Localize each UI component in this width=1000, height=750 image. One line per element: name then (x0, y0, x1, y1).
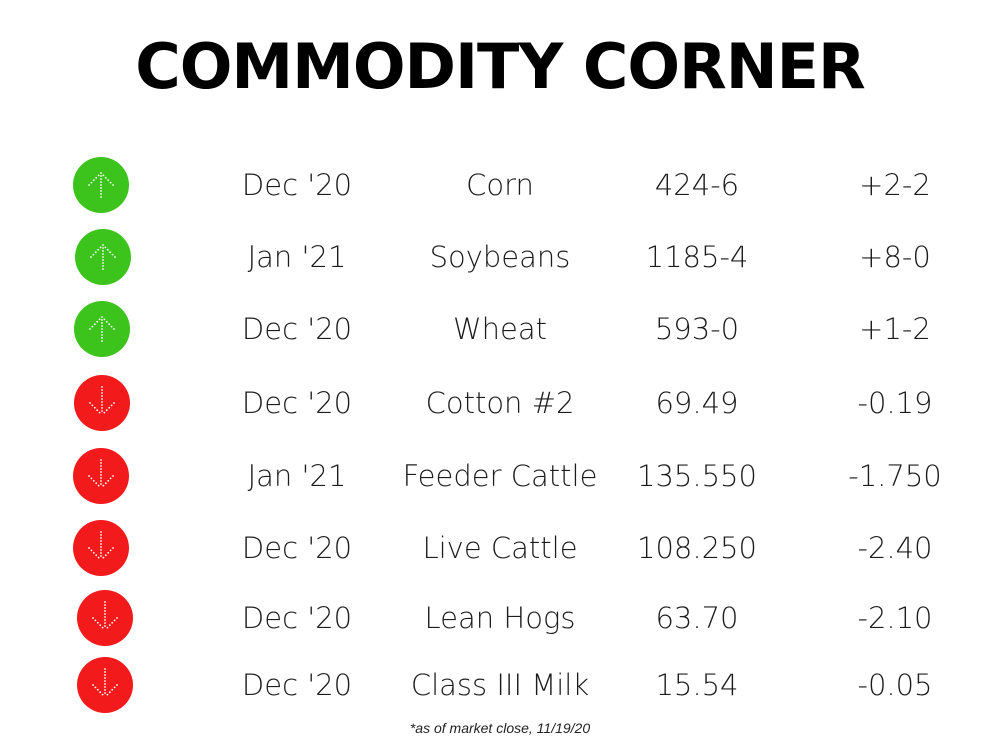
table-row: Dec '20 Lean Hogs 63.70 -2.10 (0, 590, 1000, 646)
change-cell: -2.10 (857, 601, 933, 635)
month-cell: Dec '20 (241, 386, 353, 420)
change-cell: -1.750 (848, 459, 942, 493)
change-cell: +2-2 (859, 168, 931, 202)
table-row: Dec '20 Class III Milk 15.54 -0.05 (0, 657, 1000, 713)
price-cell: 593-0 (654, 312, 740, 346)
month-cell: Jan '21 (247, 240, 347, 274)
price-cell: 108.250 (637, 531, 757, 565)
month-cell: Dec '20 (241, 168, 353, 202)
price-cell: 1185-4 (645, 240, 749, 274)
month-cell: Jan '21 (247, 459, 347, 493)
footnote: *as of market close, 11/19/20 (409, 720, 591, 736)
table-row: Dec '20 Wheat 593-0 +1-2 (0, 301, 1000, 357)
commodity-cell: Lean Hogs (424, 601, 576, 635)
arrow-down-icon (73, 448, 129, 504)
price-cell: 69.49 (655, 386, 739, 420)
price-cell: 15.54 (655, 668, 739, 702)
arrow-up-icon (75, 229, 131, 285)
commodity-cell: Soybeans (429, 240, 571, 274)
table-row: Jan '21 Soybeans 1185-4 +8-0 (0, 229, 1000, 285)
table-row: Dec '20 Corn 424-6 +2-2 (0, 157, 1000, 213)
price-cell: 63.70 (655, 601, 739, 635)
commodity-cell: Wheat (452, 312, 548, 346)
price-cell: 135.550 (637, 459, 757, 493)
arrow-down-icon (73, 520, 129, 576)
table-row: Jan '21 Feeder Cattle 135.550 -1.750 (0, 448, 1000, 504)
change-cell: -0.05 (857, 668, 933, 702)
month-cell: Dec '20 (241, 668, 353, 702)
commodity-cell: Live Cattle (422, 531, 578, 565)
arrow-down-icon (77, 590, 133, 646)
commodity-cell: Cotton #2 (425, 386, 575, 420)
month-cell: Dec '20 (241, 531, 353, 565)
arrow-up-icon (74, 301, 130, 357)
commodity-cell: Feeder Cattle (402, 459, 598, 493)
commodity-cell: Class III Milk (410, 668, 590, 702)
change-cell: +8-0 (859, 240, 931, 274)
table-row: Dec '20 Live Cattle 108.250 -2.40 (0, 520, 1000, 576)
month-cell: Dec '20 (241, 312, 353, 346)
change-cell: -2.40 (857, 531, 933, 565)
page-title: COMMODITY CORNER (135, 30, 866, 103)
arrow-up-icon (73, 157, 129, 213)
change-cell: -0.19 (857, 386, 933, 420)
commodity-cell: Corn (466, 168, 534, 202)
table-row: Dec '20 Cotton #2 69.49 -0.19 (0, 375, 1000, 431)
arrow-down-icon (74, 375, 130, 431)
change-cell: +1-2 (859, 312, 931, 346)
arrow-down-icon (77, 657, 133, 713)
price-cell: 424-6 (654, 168, 740, 202)
month-cell: Dec '20 (241, 601, 353, 635)
